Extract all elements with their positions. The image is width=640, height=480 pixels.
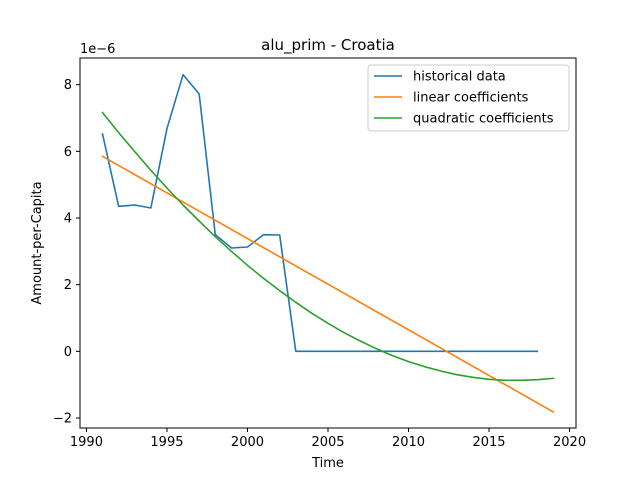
legend-box: [367, 64, 570, 132]
chart-title: alu_prim - Croatia: [261, 36, 395, 55]
plot-area: [101, 73, 555, 414]
y-tick-label: −2: [53, 412, 72, 427]
y-tick-label: 8: [64, 78, 72, 93]
y-axis: −2 0 2 4 6 8: [53, 78, 80, 427]
series-line-3: [101, 111, 555, 382]
legend-label-1: historical data: [413, 70, 506, 85]
x-tick-label: 1990: [70, 435, 103, 450]
x-axis: 1990 1995 2000 2005 2010 2015 2020: [70, 428, 586, 450]
y-tick-label: 4: [64, 212, 72, 227]
x-tick-label: 2015: [472, 435, 505, 450]
x-tick-label: 2000: [231, 435, 264, 450]
y-tick-label: 2: [64, 278, 72, 293]
series-line-1: [101, 73, 539, 353]
x-tick-label: 2010: [392, 435, 425, 450]
x-tick-label: 2020: [553, 435, 586, 450]
legend-label-2: linear coefficients: [413, 91, 529, 106]
x-tick-label: 2005: [311, 435, 344, 450]
legend: historical data linear coefficients quadra…: [367, 64, 570, 132]
y-axis-label: Amount-per-Capita: [30, 181, 45, 304]
x-axis-label: Time: [311, 456, 344, 471]
legend-label-3: quadratic coefficients: [413, 112, 554, 127]
y-tick-label: 6: [64, 145, 72, 160]
x-tick-label: 1995: [150, 435, 183, 450]
y-tick-label: 0: [64, 345, 72, 360]
y-axis-offset-label: 1e−6: [80, 42, 115, 57]
